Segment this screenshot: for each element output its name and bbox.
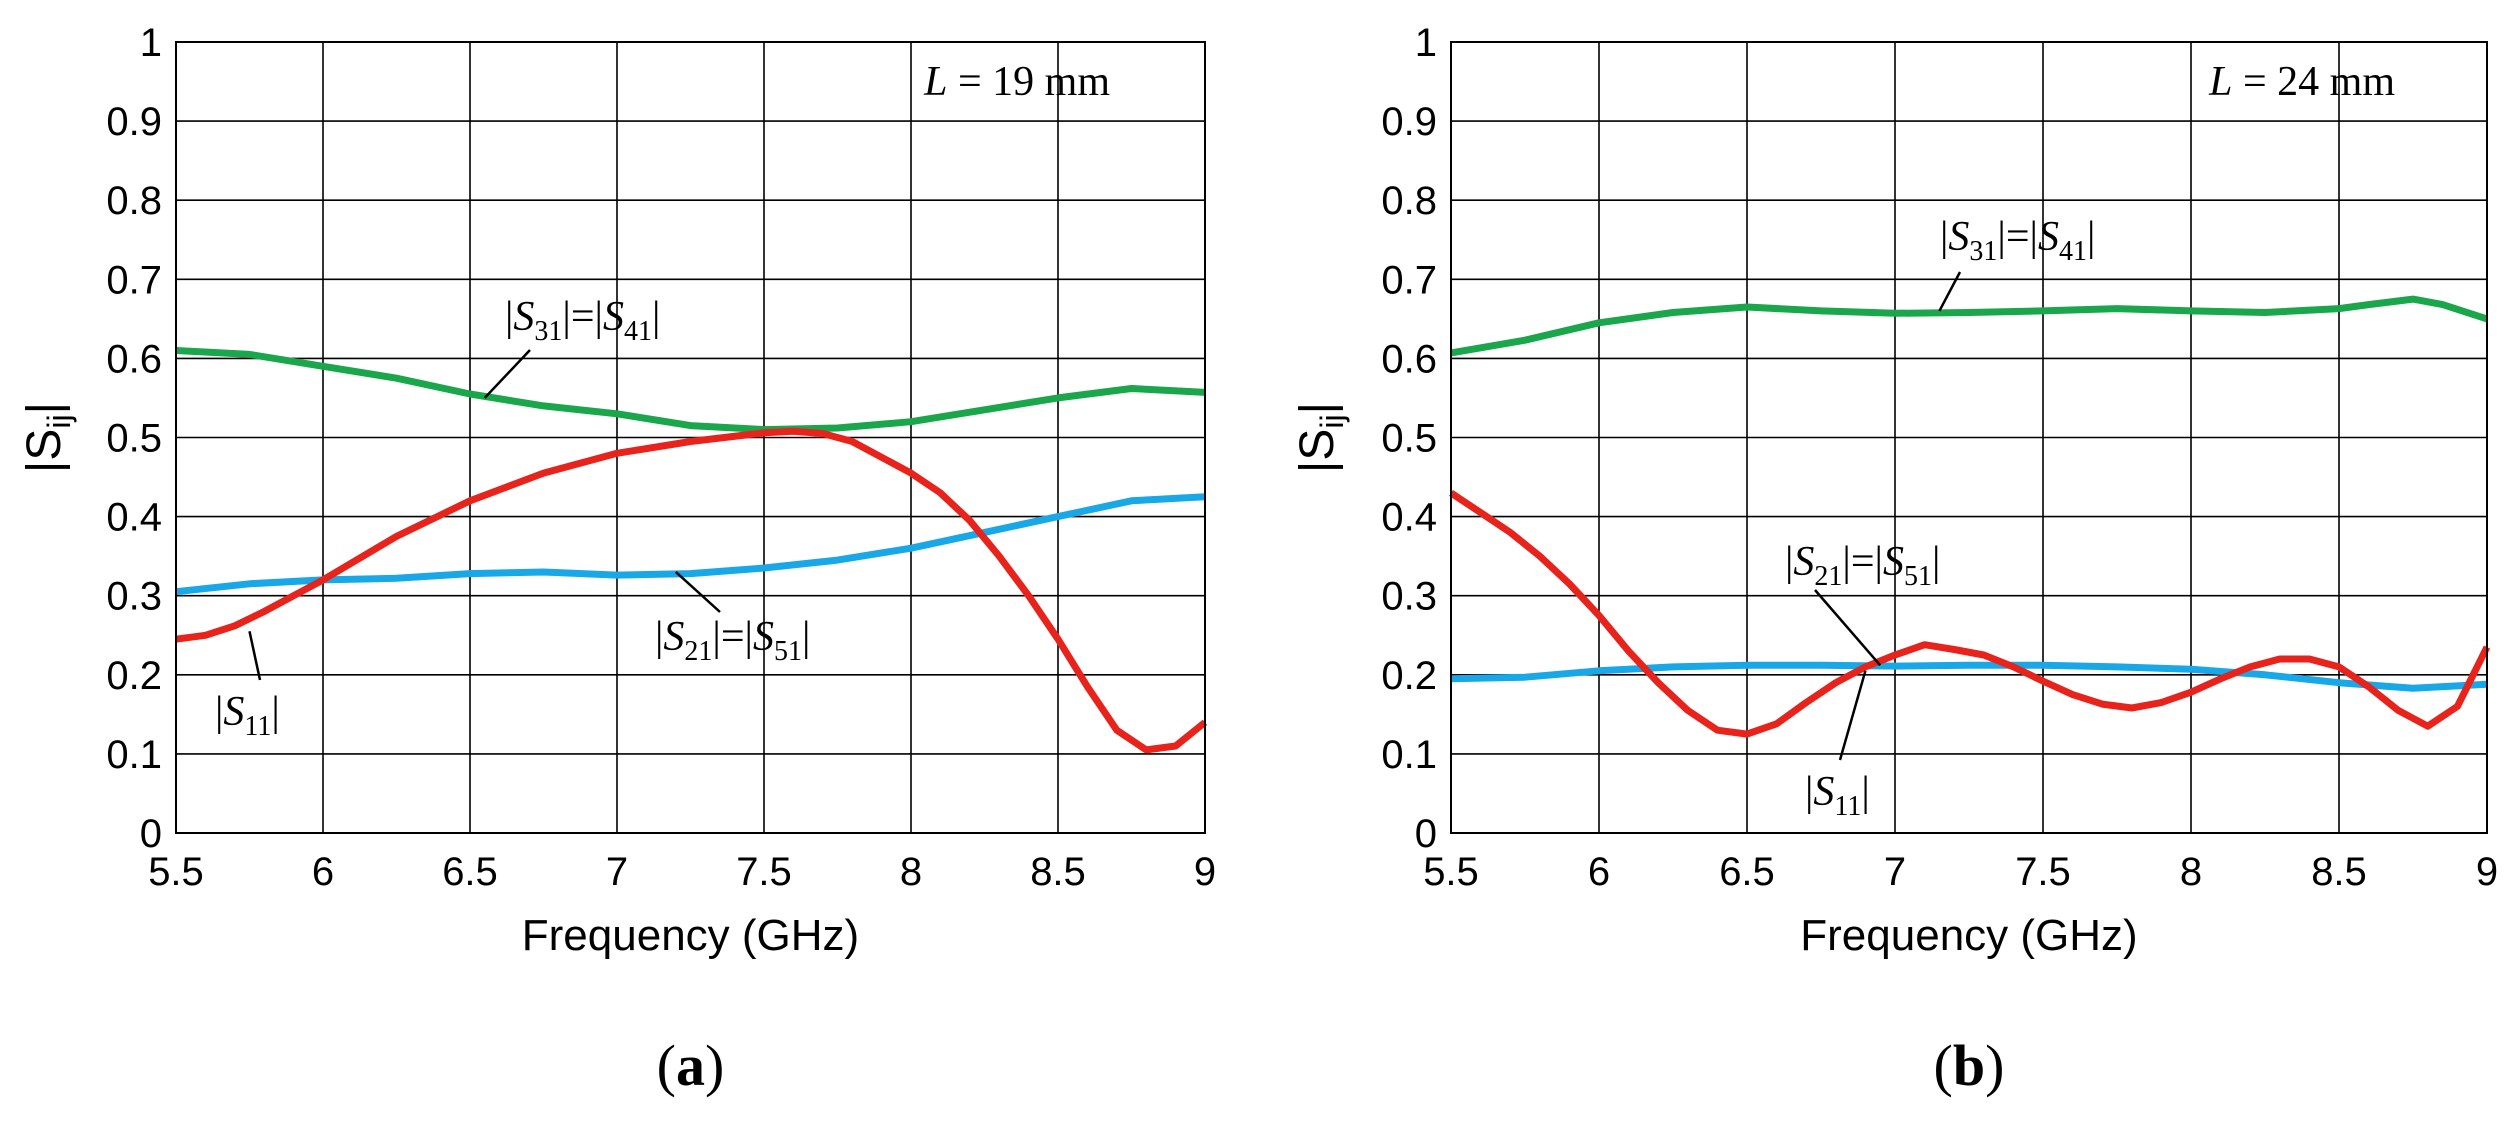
x-tick-label: 6.5 bbox=[442, 850, 498, 894]
series-line-S31-S41 bbox=[1450, 295, 2489, 357]
x-tick-label: 7.5 bbox=[736, 850, 792, 894]
annotation-leader-line bbox=[1938, 271, 1962, 312]
chart-panel-a: 5.5 6 6.5 7 7.5 8 8.5 9 0 0.1 0.2 0.3 0.4 0.5 0.6 0.7 0.… bbox=[18, 21, 1216, 1098]
plot-border bbox=[1450, 41, 2488, 834]
y-tick-label: 0.7 bbox=[1381, 258, 1437, 302]
y-tick-label: 0.2 bbox=[106, 654, 162, 698]
grid bbox=[1450, 41, 2488, 834]
x-tick-label: 5.5 bbox=[148, 850, 204, 894]
y-tick-label: 0.5 bbox=[1381, 417, 1437, 461]
y-tick-label: 0.8 bbox=[1381, 179, 1437, 223]
y-tick-label: 0 bbox=[1415, 812, 1437, 856]
x-tick-label: 9 bbox=[2476, 850, 2498, 894]
length-annotation: L = 19 mm bbox=[923, 59, 1110, 105]
y-tick-label: 0.5 bbox=[106, 417, 162, 461]
series-annotation-label: |S31|=|S41| bbox=[1940, 214, 2095, 267]
series-group bbox=[175, 347, 1208, 754]
x-tick-label: 8.5 bbox=[1030, 850, 1086, 894]
y-tick-label: 0.1 bbox=[1381, 733, 1437, 777]
x-tick-label: 7.5 bbox=[2015, 850, 2071, 894]
annotation-leader-line bbox=[674, 571, 721, 613]
y-axis-label: |Sij| bbox=[1291, 402, 1350, 473]
series-annotation-label: |S11| bbox=[215, 689, 280, 742]
x-tick-label: 8 bbox=[900, 850, 922, 894]
y-tick-label: 0.2 bbox=[1381, 654, 1437, 698]
y-tick-label: 0 bbox=[140, 812, 162, 856]
series-annotation-label: |S11| bbox=[1805, 769, 1870, 822]
tick-labels: 5.5 6 6.5 7 7.5 8 8.5 9 0 0.1 0.2 0.3 0.4 0.5 0.6 0.7 0.… bbox=[106, 21, 1216, 894]
y-tick-label: 0.7 bbox=[106, 258, 162, 302]
chart-panel-b: 5.5 6 6.5 7 7.5 8 8.5 9 0 0.1 0.2 0.3 0.4 0.5 0.6 0.7 0.… bbox=[1291, 21, 2498, 1098]
series-line-S11 bbox=[175, 427, 1208, 754]
x-tick-label: 8 bbox=[2180, 850, 2202, 894]
plot-border bbox=[175, 41, 1206, 834]
x-tick-label: 5.5 bbox=[1423, 850, 1479, 894]
series-annotation-label: |S31|=|S41| bbox=[505, 294, 660, 347]
y-tick-label: 1 bbox=[1415, 21, 1437, 65]
y-tick-label: 0.9 bbox=[106, 100, 162, 144]
x-tick-label: 6 bbox=[312, 850, 334, 894]
series-annotation-label: |S21|=|S51| bbox=[655, 614, 810, 667]
x-axis-label: Frequency (GHz) bbox=[522, 911, 859, 960]
y-tick-label: 0.1 bbox=[106, 733, 162, 777]
x-tick-label: 9 bbox=[1194, 850, 1216, 894]
y-tick-label: 0.8 bbox=[106, 179, 162, 223]
grid bbox=[175, 41, 1206, 834]
series-line-S11 bbox=[1449, 489, 2491, 738]
annotation-leader-line bbox=[1838, 670, 1867, 761]
annotation-leader-line bbox=[248, 631, 262, 681]
series-line-S21-S51 bbox=[1450, 661, 2488, 692]
x-tick-label: 7 bbox=[1884, 850, 1906, 894]
y-tick-label: 1 bbox=[140, 21, 162, 65]
panel-label: (a) bbox=[657, 1033, 725, 1098]
y-tick-label: 0.6 bbox=[106, 337, 162, 381]
series-annotations: |S31|=|S41| |S21|=|S51| |S11| bbox=[215, 294, 810, 742]
series-annotations: |S31|=|S41| |S21|=|S51| |S11| bbox=[1785, 214, 2095, 822]
annotation-leader-line bbox=[483, 349, 531, 399]
series-annotation-label: |S21|=|S51| bbox=[1785, 539, 1940, 592]
x-tick-label: 6 bbox=[1588, 850, 1610, 894]
length-annotation: L = 24 mm bbox=[2208, 59, 2395, 105]
x-tick-label: 6.5 bbox=[1719, 850, 1775, 894]
series-group bbox=[1449, 295, 2491, 738]
annotation-leader-line bbox=[1814, 589, 1882, 667]
y-tick-label: 0.3 bbox=[106, 575, 162, 619]
tick-labels: 5.5 6 6.5 7 7.5 8 8.5 9 0 0.1 0.2 0.3 0.4 0.5 0.6 0.7 0.… bbox=[1381, 21, 2498, 894]
y-tick-label: 0.4 bbox=[1381, 496, 1437, 540]
series-line-S21-S51 bbox=[175, 493, 1206, 596]
y-tick-label: 0.4 bbox=[106, 496, 162, 540]
y-tick-label: 0.3 bbox=[1381, 575, 1437, 619]
x-tick-label: 7 bbox=[606, 850, 628, 894]
x-axis-label: Frequency (GHz) bbox=[1800, 911, 2137, 960]
x-tick-label: 8.5 bbox=[2311, 850, 2367, 894]
panel-label: (b) bbox=[1934, 1033, 2005, 1098]
y-tick-label: 0.9 bbox=[1381, 100, 1437, 144]
y-axis-label: |Sij| bbox=[18, 402, 77, 473]
series-line-S31-S41 bbox=[175, 347, 1206, 434]
y-tick-label: 0.6 bbox=[1381, 337, 1437, 381]
